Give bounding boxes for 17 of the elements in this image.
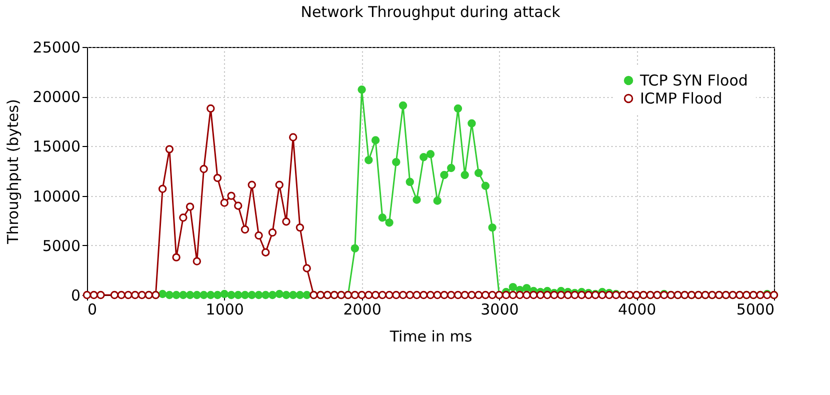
x-tick-label: 0 [88, 300, 98, 318]
y-tick-label: 20000 [32, 88, 80, 106]
y-axis-title: Throughput (bytes) [4, 99, 22, 245]
legend-label: ICMP Flood [640, 90, 722, 108]
x-tick-label: 4000 [618, 300, 656, 318]
x-axis-title: Time in ms [388, 328, 472, 346]
x-tick-label: 5000 [736, 300, 774, 318]
y-tick-label: 5000 [42, 236, 80, 255]
x-tick-label: 2000 [343, 300, 382, 318]
chart-title: Network Throughput during attack [300, 3, 561, 21]
legend-label: TCP SYN Flood [639, 72, 748, 90]
y-tick-label: 10000 [32, 187, 80, 206]
x-tick-label: 1000 [206, 300, 244, 318]
y-tick-label: 0 [70, 286, 80, 304]
x-tick-label: 3000 [480, 300, 519, 318]
y-tick-label: 15000 [32, 138, 80, 156]
y-tick-label: 25000 [32, 38, 80, 56]
